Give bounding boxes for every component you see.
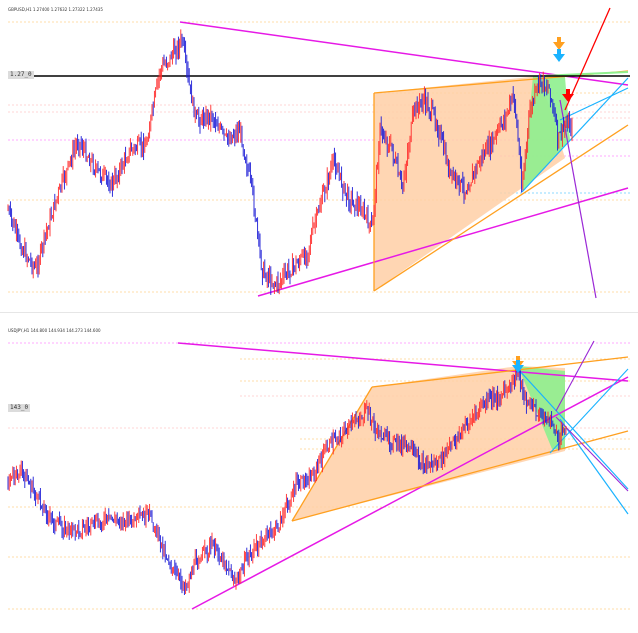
falling-trendline bbox=[177, 342, 629, 382]
cyan-trendline bbox=[521, 77, 629, 193]
red-projection-line bbox=[564, 7, 611, 111]
channel-lower-line bbox=[291, 430, 629, 522]
chart-panel-gbpusd: GBPUSD,H1 1.27400 1.27632 1.27322 1.2743… bbox=[0, 0, 638, 312]
candles-usdjpy bbox=[7, 365, 567, 595]
arrow-marker bbox=[553, 37, 565, 50]
wedge-shading bbox=[374, 76, 565, 291]
cyan-trendline bbox=[549, 368, 629, 454]
purple-projection-line bbox=[559, 99, 597, 299]
chart-title-usdjpy: USDJPY,H1 144.800 144.934 144.273 144.60… bbox=[8, 328, 101, 333]
arrow-marker bbox=[562, 89, 574, 102]
chart-panel-usdjpy: USDJPY,H1 144.800 144.934 144.273 144.60… bbox=[0, 321, 638, 633]
purple-projection-line bbox=[555, 340, 595, 412]
cyan-channel-line-2 bbox=[559, 418, 629, 515]
chart-canvas-usdjpy bbox=[7, 340, 630, 610]
support-trendline bbox=[257, 187, 629, 297]
purple-projection-line-2 bbox=[555, 416, 629, 492]
chart-canvas-gbpusd bbox=[7, 7, 630, 299]
panel-separator bbox=[0, 312, 638, 322]
arrow-marker bbox=[512, 360, 524, 373]
channel-upper-line bbox=[371, 356, 629, 388]
pattern-shading bbox=[518, 366, 565, 449]
channel-lower-line bbox=[373, 124, 629, 292]
wedge-edge-line bbox=[291, 386, 373, 522]
price-level-label-gbpusd: 1.27_0 bbox=[8, 71, 34, 79]
arrow-marker bbox=[553, 49, 565, 62]
price-level-label-usdjpy: 143_0 bbox=[8, 404, 31, 412]
chart-title-gbpusd: GBPUSD,H1 1.27400 1.27632 1.27322 1.2743… bbox=[8, 7, 103, 12]
cyan-trendline-2 bbox=[559, 87, 629, 121]
rising-support-trendline bbox=[191, 376, 629, 610]
candles-gbpusd bbox=[7, 29, 573, 295]
